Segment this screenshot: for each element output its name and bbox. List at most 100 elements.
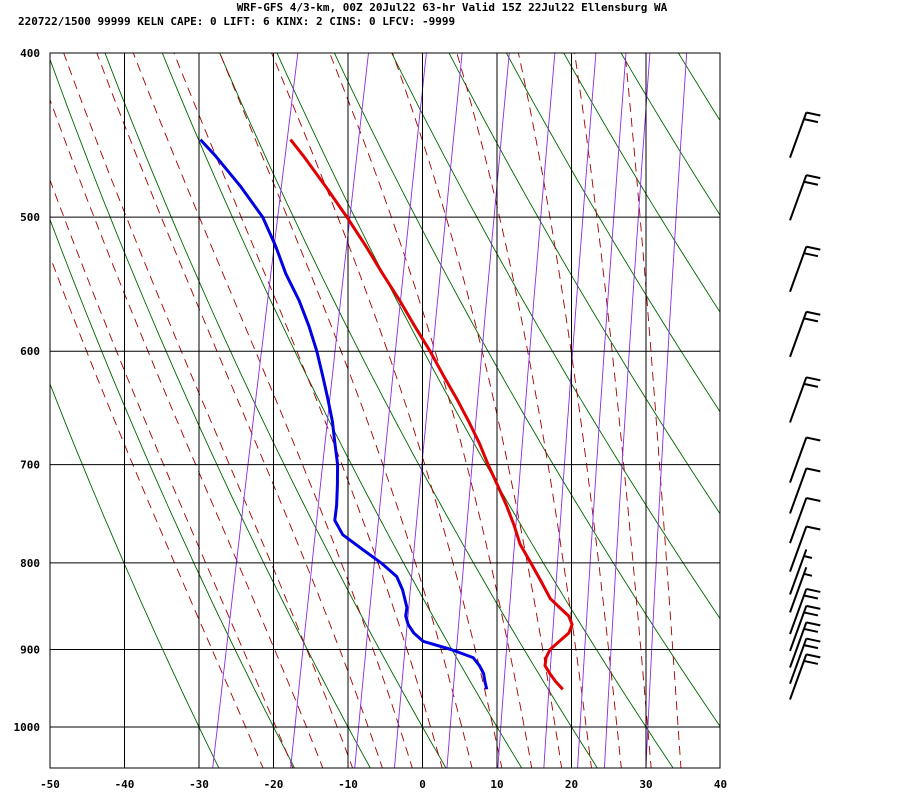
chart-header-indices: 220722/1500 99999 KELN CAPE: 0 LIFT: 6 K… (18, 15, 455, 28)
moist-adiabat (63, 53, 354, 768)
wind-barb (789, 637, 821, 685)
wind-barb-staff (789, 605, 808, 652)
wind-barb-column (789, 111, 821, 700)
wind-barb-flag (803, 252, 819, 258)
wind-barb-staff (789, 654, 808, 700)
wind-barb-staff (789, 526, 808, 572)
temperature-tick-label: 30 (639, 778, 652, 791)
wind-barb-flag (806, 587, 821, 593)
wind-barb (789, 653, 821, 700)
dry-adiabat (505, 53, 720, 413)
temperature-tick-label: 20 (565, 778, 578, 791)
moist-adiabat (456, 53, 592, 768)
wind-barb (789, 497, 821, 544)
pressure-isotherm-grid (50, 52, 720, 768)
moist-adiabat (329, 53, 533, 768)
wind-barb-staff (789, 246, 808, 293)
wind-barb-flag (806, 497, 821, 502)
wind-barb-half-flag (803, 572, 813, 577)
pressure-tick-label: 500 (20, 211, 40, 224)
wind-barb-flag (803, 382, 819, 388)
wind-barb-staff (789, 174, 808, 221)
wind-barb (789, 436, 821, 483)
wind-barb (789, 310, 821, 358)
temperature-tick-label: 0 (419, 778, 426, 791)
wind-barb (789, 549, 813, 595)
pressure-tick-label: 600 (20, 345, 40, 358)
mixing-ratio-line (497, 53, 556, 768)
dry-adiabat (724, 34, 900, 770)
plot-frame (49, 52, 721, 769)
wind-barb-staff (789, 622, 808, 668)
moist-adiabat (574, 53, 652, 768)
dry-adiabat (448, 53, 720, 515)
mixing-ratio-line (603, 53, 651, 768)
dry-adiabat (50, 218, 296, 768)
temperature-profile-line (289, 138, 574, 691)
wind-barb-flag (806, 111, 821, 117)
moist-adiabat (173, 53, 443, 768)
dry-adiabat (620, 53, 720, 216)
wind-barb-staff (789, 497, 808, 544)
wind-barb-flag (806, 467, 821, 473)
wind-barb-flag (803, 627, 819, 633)
wind-barb (789, 525, 821, 572)
pressure-tick-label: 700 (20, 459, 40, 472)
wind-barb-flag (806, 245, 821, 251)
wind-barb-flag (803, 659, 819, 665)
thermo-background (50, 34, 900, 770)
dry-adiabat (50, 382, 220, 768)
wind-barb-flag (806, 376, 821, 382)
moist-adiabat (50, 255, 264, 768)
wind-barb-staff (789, 468, 808, 514)
wind-barb-flag (803, 594, 819, 600)
wind-barb-staff (789, 311, 808, 358)
pressure-tick-label: 900 (20, 643, 40, 656)
wind-barb (789, 376, 821, 423)
wind-barb-staff (789, 638, 808, 685)
moist-adiabat (96, 53, 383, 768)
wind-barb (789, 174, 821, 221)
pressure-tick-label: 400 (20, 47, 40, 60)
dry-adiabat (391, 53, 720, 620)
wind-barb-flag (803, 118, 819, 124)
mixing-ratio-line (577, 53, 627, 768)
wind-barb (789, 587, 821, 635)
wind-barb-flag (803, 180, 819, 186)
dry-adiabat (104, 53, 447, 768)
dry-adiabat (333, 53, 720, 728)
mixing-ratio-line (645, 53, 688, 768)
wind-barb-staff (789, 566, 808, 613)
wind-barb-flag (806, 621, 821, 627)
wind-barb (789, 604, 821, 652)
mixing-ratio-line (212, 53, 299, 768)
wind-barb-staff (789, 588, 808, 635)
dry-adiabat (563, 53, 720, 313)
wind-barb-flag (803, 644, 819, 650)
dry-adiabat (677, 53, 720, 122)
wind-barb-staff (789, 376, 808, 423)
mixing-ratio-line (543, 53, 597, 768)
dewpoint-profile-line (199, 138, 489, 690)
wind-barb-staff (789, 112, 808, 158)
temperature-tick-label: 40 (714, 778, 727, 791)
temperature-tick-label: -10 (338, 778, 358, 791)
wind-barb-flag (806, 604, 821, 610)
wind-barb-flag (803, 611, 819, 617)
moist-adiabat (219, 53, 473, 768)
pressure-tick-label: 1000 (14, 721, 41, 734)
wind-barb (789, 245, 821, 293)
wind-barb (789, 566, 813, 613)
moist-adiabat (271, 53, 503, 768)
pressure-tick-label: 800 (20, 557, 40, 570)
pressure-axis-labels: 400 500 600 700 800 900 1000 (14, 47, 41, 734)
mixing-ratio-line (354, 53, 427, 768)
wind-barb (789, 111, 821, 158)
wind-barb-flag (806, 436, 821, 442)
wind-barb-flag (806, 310, 821, 316)
dry-adiabat (161, 53, 523, 768)
temperature-tick-label: -30 (189, 778, 209, 791)
wind-barb-staff (789, 437, 808, 483)
moist-adiabat (624, 53, 682, 768)
